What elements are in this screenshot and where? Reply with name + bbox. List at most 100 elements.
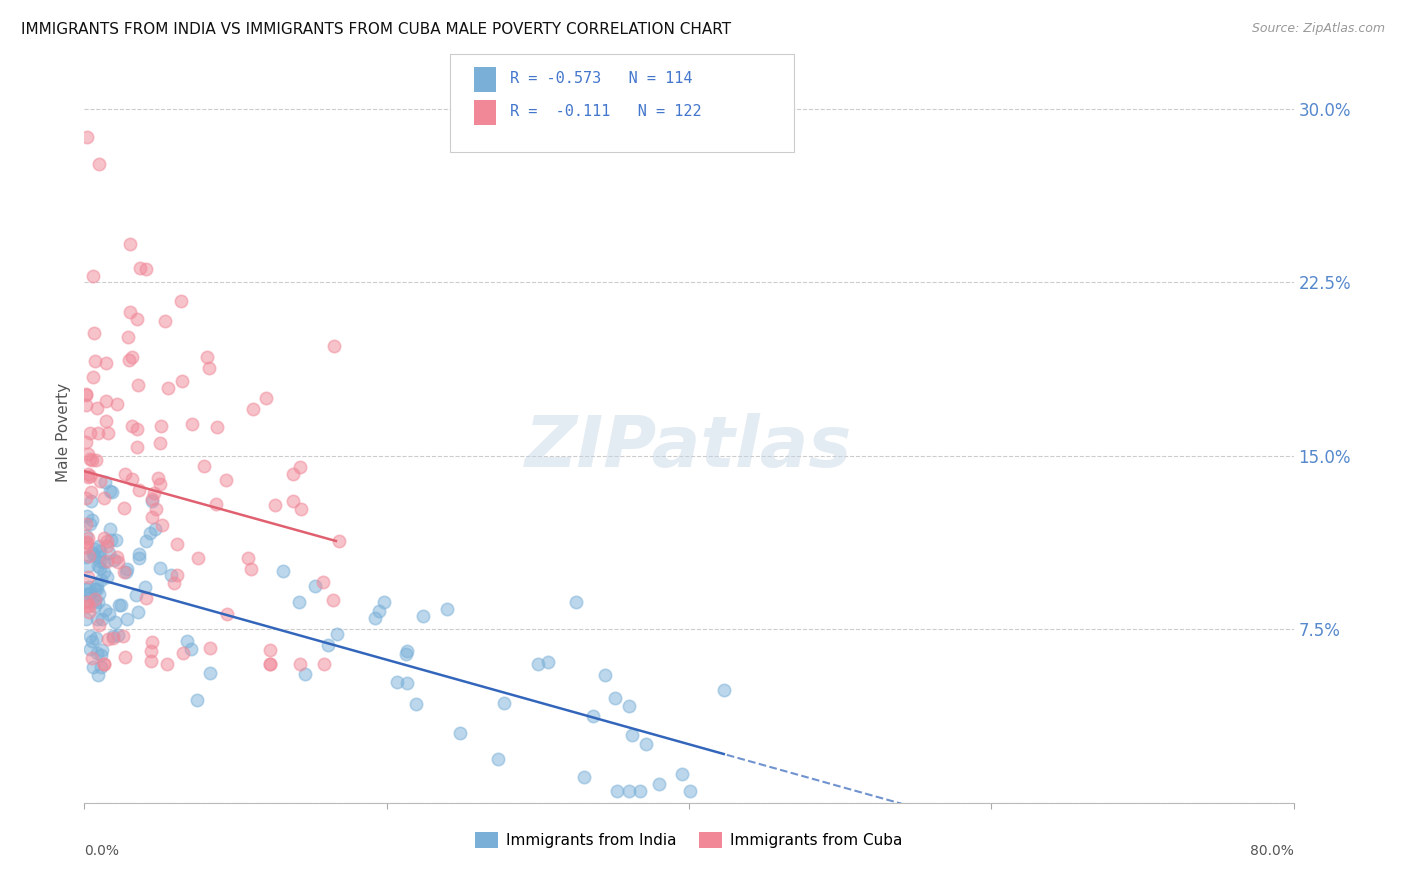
Point (143, 523, 166, 537)
Point (76, 509, 98, 524)
Point (373, 595, 395, 609)
Point (86, 646, 108, 660)
Point (80, 452, 103, 467)
Point (128, 261, 150, 276)
Point (259, 657, 281, 671)
Point (87, 595, 110, 609)
Point (127, 606, 149, 620)
Point (114, 500, 136, 515)
Text: ZIPatlas: ZIPatlas (526, 413, 852, 482)
Point (82, 370, 104, 384)
Point (100, 522, 122, 536)
Point (94, 394, 117, 409)
Point (149, 561, 172, 575)
Point (89, 544, 111, 558)
Point (405, 697, 427, 711)
Point (105, 396, 128, 410)
Point (79, 516, 101, 531)
Point (76, 595, 98, 609)
Point (186, 693, 208, 707)
Point (145, 502, 167, 516)
Point (198, 666, 221, 681)
Point (290, 460, 312, 475)
Point (304, 579, 326, 593)
Point (75, 529, 97, 543)
Point (97, 632, 120, 647)
Point (94, 603, 117, 617)
Point (294, 666, 316, 681)
Point (83, 594, 105, 608)
Point (83, 548, 105, 562)
Point (107, 628, 129, 642)
Point (111, 629, 134, 643)
Point (77, 549, 100, 563)
Point (101, 631, 124, 645)
Point (76, 570, 98, 584)
Text: IMMIGRANTS FROM INDIA VS IMMIGRANTS FROM CUBA MALE POVERTY CORRELATION CHART: IMMIGRANTS FROM INDIA VS IMMIGRANTS FROM… (21, 22, 731, 37)
Point (75, 599, 97, 613)
Point (141, 644, 163, 658)
Point (86, 582, 108, 597)
Point (83, 542, 105, 557)
Point (79, 451, 101, 466)
Point (77, 447, 100, 461)
Point (96, 539, 118, 553)
Point (121, 419, 143, 434)
Point (648, 777, 671, 791)
Point (135, 261, 157, 276)
Point (634, 738, 657, 752)
Point (254, 392, 277, 406)
Point (77, 606, 100, 620)
Point (97, 607, 120, 622)
Point (217, 607, 239, 621)
Point (163, 576, 186, 591)
Point (121, 472, 143, 486)
Point (149, 435, 172, 450)
Point (93, 555, 115, 569)
Point (678, 784, 700, 798)
Point (312, 574, 335, 589)
Point (87, 539, 110, 553)
Point (205, 497, 228, 511)
Point (98, 546, 121, 560)
Point (87, 587, 110, 601)
Point (75, 388, 97, 402)
Point (134, 580, 156, 594)
Point (170, 374, 193, 388)
Point (114, 565, 136, 579)
Point (436, 602, 458, 616)
Point (236, 551, 259, 566)
Point (76, 129, 98, 144)
Point (387, 675, 409, 690)
Point (290, 502, 312, 516)
Point (125, 312, 148, 326)
Point (94, 414, 117, 428)
Point (93, 657, 115, 671)
Point (526, 657, 548, 671)
Point (87, 157, 110, 171)
Point (105, 549, 128, 564)
Point (239, 562, 262, 576)
Point (90, 648, 112, 663)
Point (288, 657, 311, 671)
Point (104, 615, 127, 629)
Point (322, 593, 344, 607)
Point (94, 356, 117, 370)
Point (87, 667, 110, 681)
Point (115, 562, 138, 576)
Point (149, 419, 172, 434)
Point (396, 643, 419, 657)
Point (187, 551, 209, 566)
Point (117, 330, 139, 344)
Point (77, 467, 100, 481)
Point (97, 425, 120, 440)
Point (115, 612, 138, 626)
Point (606, 784, 628, 798)
Point (82, 660, 104, 674)
Point (84, 599, 107, 613)
Point (156, 657, 179, 671)
Point (104, 533, 127, 548)
Point (90, 642, 112, 657)
Point (87, 426, 110, 441)
Point (179, 641, 201, 656)
